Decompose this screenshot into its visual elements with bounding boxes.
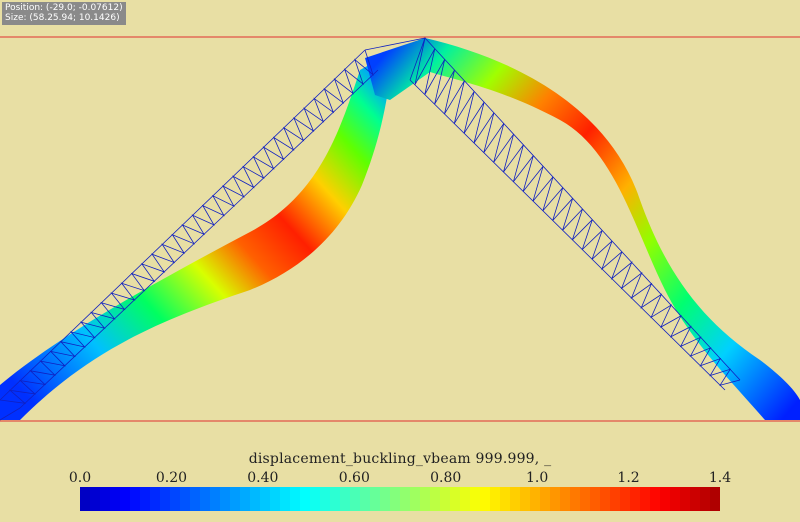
color-bar-cell bbox=[390, 487, 401, 511]
color-bar-cell bbox=[400, 487, 411, 511]
truss-mesh-right bbox=[364, 37, 741, 391]
color-bar-cell bbox=[530, 487, 541, 511]
legend-tick-label: 0.20 bbox=[155, 470, 188, 486]
color-bar-cell bbox=[490, 487, 501, 511]
color-bar-cell bbox=[560, 487, 571, 511]
color-bar-cell bbox=[700, 487, 711, 511]
color-bar-cell bbox=[420, 487, 431, 511]
color-bar-cell bbox=[240, 487, 251, 511]
legend-tick-label: 0.40 bbox=[247, 470, 279, 486]
color-bar-cell bbox=[550, 487, 561, 511]
color-bar-cell bbox=[610, 487, 621, 511]
color-bar-cell bbox=[660, 487, 671, 511]
color-bar-cell bbox=[710, 487, 720, 511]
color-bar-cell bbox=[140, 487, 151, 511]
color-bar-cell bbox=[470, 487, 481, 511]
color-bar-cell bbox=[280, 487, 291, 511]
color-bar-cell bbox=[220, 487, 231, 511]
color-bar-cell bbox=[450, 487, 461, 511]
color-bar-cell bbox=[480, 487, 491, 511]
color-bar-cell bbox=[680, 487, 691, 511]
color-bar-cell bbox=[270, 487, 281, 511]
color-bar-cell bbox=[460, 487, 471, 511]
color-bar-cell bbox=[430, 487, 441, 511]
legend-tick-label: 1.0 bbox=[526, 470, 549, 486]
color-bar-cell bbox=[340, 487, 351, 511]
deformed-beam-right-band bbox=[365, 38, 800, 420]
color-bar-cell bbox=[190, 487, 201, 511]
color-bar-cell bbox=[260, 487, 271, 511]
color-bar-cell bbox=[350, 487, 361, 511]
legend-tick-label: 0.80 bbox=[430, 470, 462, 486]
color-bar-cell bbox=[690, 487, 701, 511]
color-bar bbox=[80, 487, 720, 511]
legend-tick-label: 1.2 bbox=[617, 470, 640, 486]
color-bar-cell bbox=[570, 487, 581, 511]
color-bar-cell bbox=[210, 487, 221, 511]
size-readout: Size: (58.25.94; 10.1426) bbox=[5, 13, 120, 23]
color-bar-cell bbox=[160, 487, 171, 511]
color-bar-cell bbox=[540, 487, 551, 511]
color-bar-cell bbox=[80, 487, 91, 511]
color-bar-cell bbox=[90, 487, 101, 511]
color-bar-cell bbox=[670, 487, 681, 511]
legend-tick-label: 1.4 bbox=[708, 470, 732, 486]
color-bar-cell bbox=[110, 487, 121, 511]
deformed-beam-left-band bbox=[0, 60, 392, 420]
color-bar-cell bbox=[330, 487, 341, 511]
color-bar-cell bbox=[580, 487, 591, 511]
color-bar-cell bbox=[200, 487, 211, 511]
color-bar-cell bbox=[640, 487, 651, 511]
color-bar-cell bbox=[630, 487, 641, 511]
color-bar-cell bbox=[520, 487, 531, 511]
legend-title: displacement_buckling_vbeam 999.999, _ bbox=[248, 451, 552, 467]
color-bar-cell bbox=[120, 487, 131, 511]
color-bar-cell bbox=[300, 487, 311, 511]
color-bar-cell bbox=[290, 487, 301, 511]
color-bar-cell bbox=[130, 487, 141, 511]
info-overlay: Position: (-29.0; -0.07612) Size: (58.25… bbox=[2, 2, 126, 25]
color-bar-cell bbox=[620, 487, 631, 511]
position-readout: Position: (-29.0; -0.07612) bbox=[5, 3, 123, 13]
color-bar-cell bbox=[600, 487, 611, 511]
color-bar-cell bbox=[100, 487, 111, 511]
color-bar-cell bbox=[150, 487, 161, 511]
color-bar-cell bbox=[310, 487, 321, 511]
color-bar-cell bbox=[320, 487, 331, 511]
color-bar-cell bbox=[170, 487, 181, 511]
color-bar-cell bbox=[510, 487, 521, 511]
truss-mesh-left bbox=[0, 49, 379, 421]
color-bar-cell bbox=[250, 487, 261, 511]
color-bar-cell bbox=[380, 487, 391, 511]
legend-tick-label: 0.60 bbox=[338, 470, 370, 486]
color-bar-cell bbox=[410, 487, 421, 511]
color-bar-cell bbox=[360, 487, 371, 511]
color-bar-cell bbox=[180, 487, 191, 511]
color-bar-cell bbox=[590, 487, 601, 511]
legend-tick-label: 0.0 bbox=[68, 470, 92, 486]
color-bar-cell bbox=[440, 487, 451, 511]
color-bar-cell bbox=[230, 487, 241, 511]
color-bar-cell bbox=[500, 487, 511, 511]
color-bar-cell bbox=[370, 487, 381, 511]
color-bar-cell bbox=[650, 487, 661, 511]
